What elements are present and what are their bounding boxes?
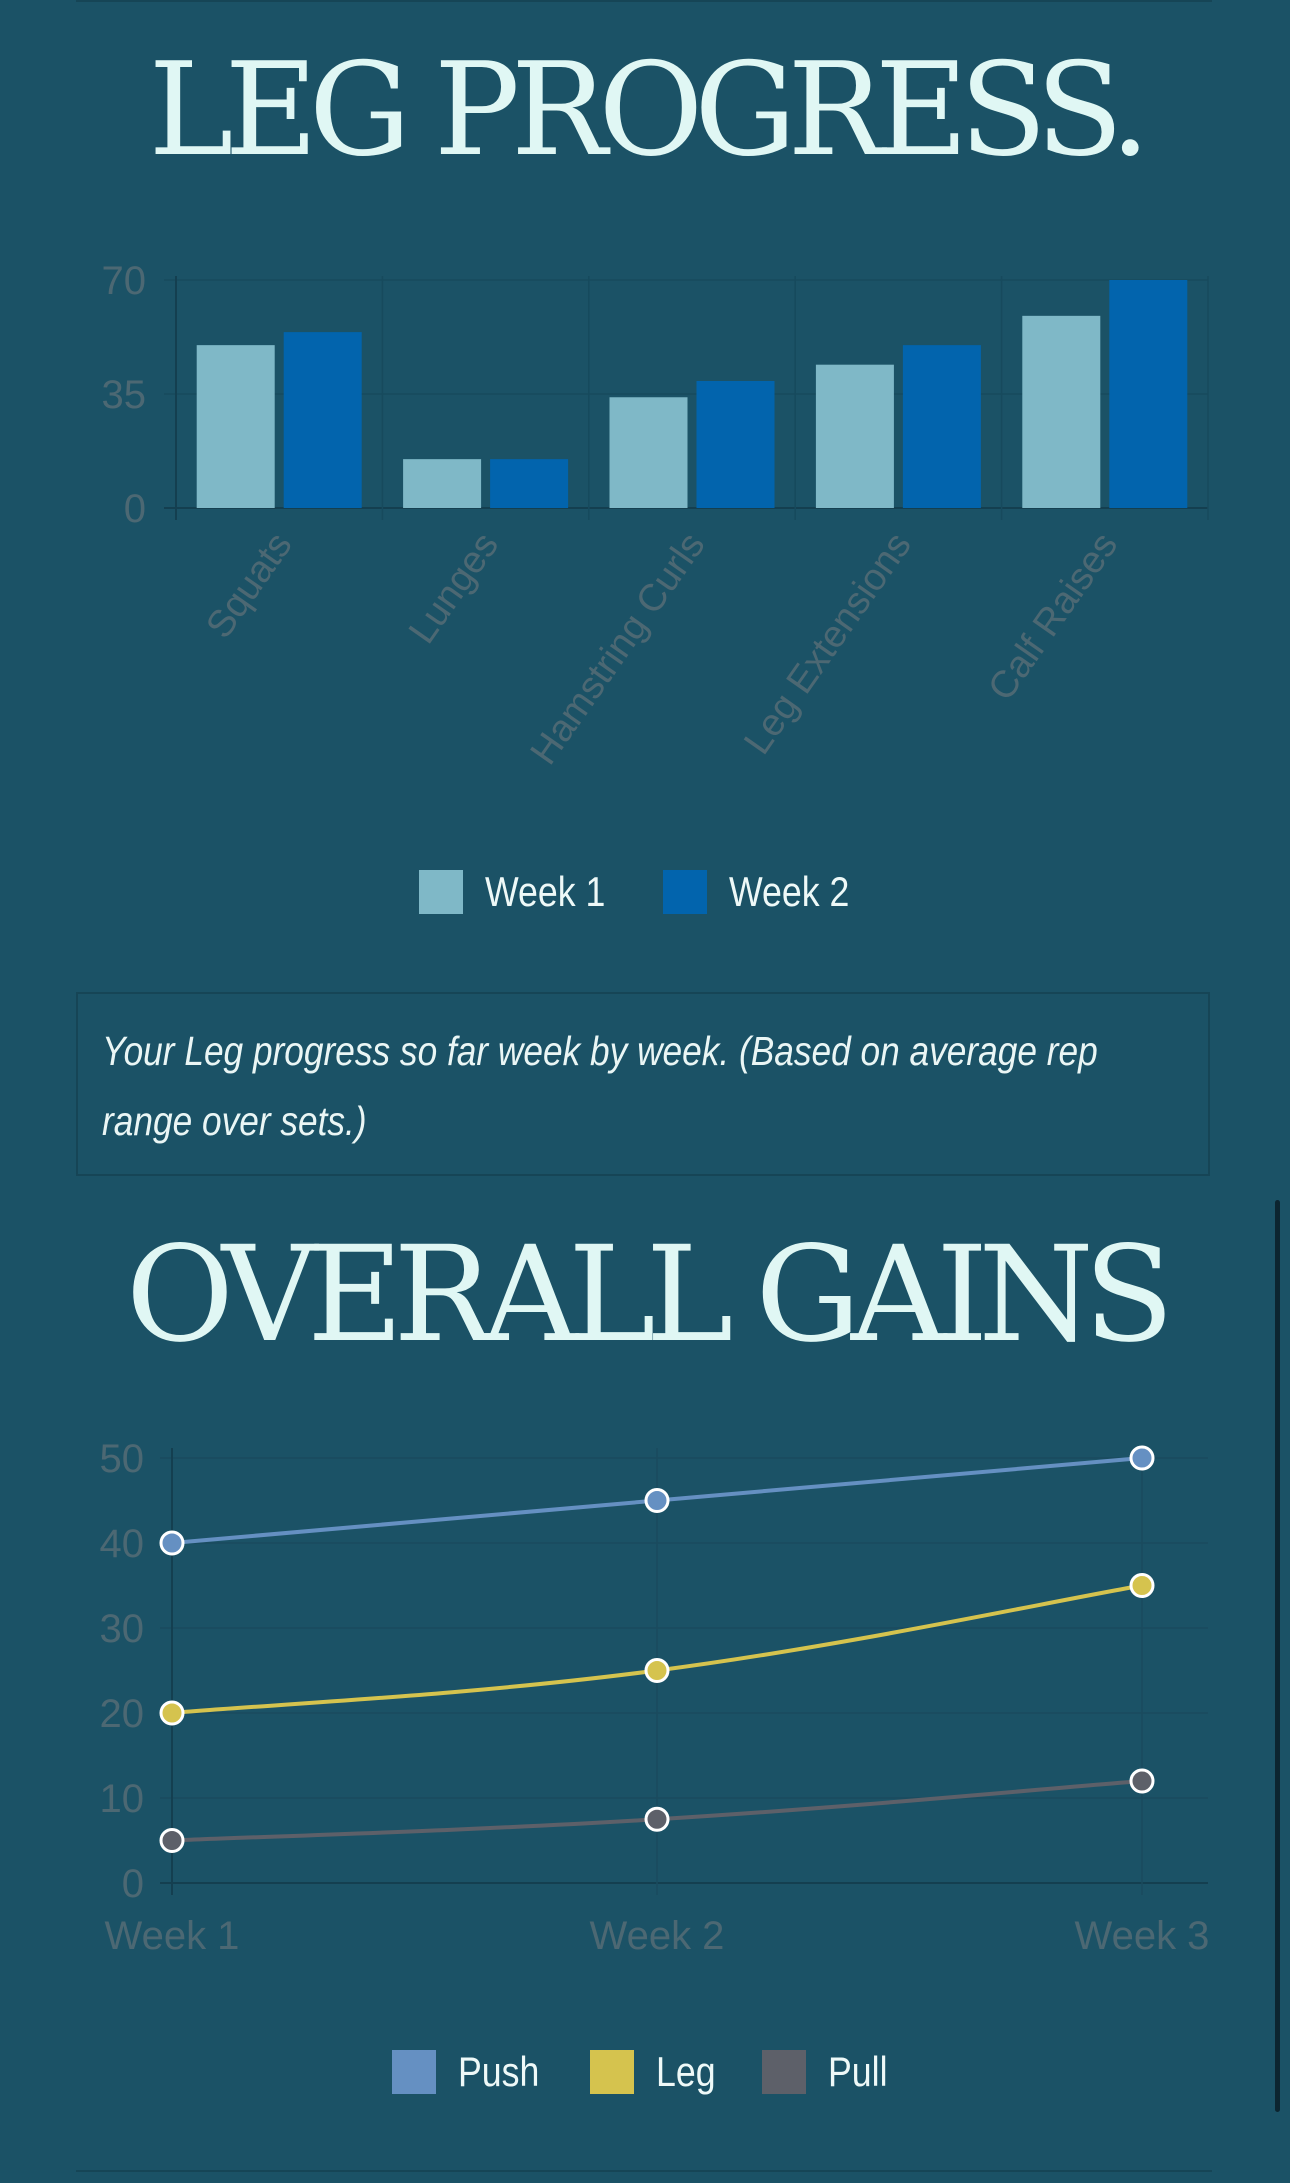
- leg-progress-legend: Week 1 Week 2: [0, 868, 1290, 916]
- legend-swatch-week-2: [663, 870, 707, 914]
- y-tick-label: 40: [100, 1522, 145, 1566]
- overall-gains-title: OVERALL GAINS: [125, 1218, 1174, 1372]
- point-pull-week-2: [644, 1806, 670, 1832]
- legend-swatch-push: [392, 2050, 437, 2094]
- point-leg-week-2: [644, 1658, 670, 1683]
- bar-week-1-calf-raises: [1022, 315, 1101, 508]
- legend-swatch-pull: [761, 2050, 806, 2094]
- bar-week-2-lunges: [490, 459, 569, 508]
- point-pull-week-1: [159, 1828, 185, 1853]
- legend-label-week-1: Week 1: [485, 868, 606, 915]
- y-tick-label: 10: [100, 1777, 145, 1821]
- x-tick-label: Squats: [198, 525, 300, 646]
- caption-text: Your Leg progress so far week by week. (…: [102, 1028, 1098, 1144]
- legend-label-leg: Leg: [655, 2048, 716, 2095]
- point-push-week-3: [1129, 1445, 1155, 1471]
- legend-item-week-2[interactable]: Week 2: [663, 868, 871, 916]
- y-tick-label: 20: [100, 1692, 145, 1736]
- x-tick-label: Calf Raises: [980, 525, 1126, 708]
- legend-label-pull: Pull: [827, 2048, 888, 2095]
- y-tick-label: 35: [102, 373, 147, 417]
- overall-gains-line-chart: 0 10 20 30 40 50 Week 1 Week 2 Week 3: [100, 1437, 1210, 1958]
- overall-gains-legend: Push Leg Pull: [0, 2048, 1290, 2096]
- bar-week-1-squats: [196, 345, 275, 508]
- bar-week-2-hamstring-curls: [696, 380, 775, 508]
- bar-week-1-lunges: [403, 459, 482, 508]
- scrollbar[interactable]: [1275, 1200, 1280, 2112]
- legend-item-push[interactable]: Push: [392, 2048, 554, 2096]
- bar-week-1-leg-extensions: [815, 364, 894, 508]
- y-tick-label: 0: [122, 1862, 144, 1906]
- x-tick-label: Week 1: [105, 1914, 240, 1958]
- bar-week-2-squats: [283, 332, 362, 508]
- point-leg-week-3: [1129, 1573, 1155, 1598]
- point-pull-week-3: [1129, 1768, 1155, 1794]
- legend-item-week-1[interactable]: Week 1: [419, 868, 627, 916]
- x-tick-label: Week 3: [1075, 1914, 1210, 1958]
- point-leg-week-1: [159, 1700, 185, 1726]
- x-tick-label: Week 2: [590, 1914, 725, 1958]
- point-push-week-1: [159, 1530, 185, 1556]
- bar-week-1-hamstring-curls: [609, 397, 688, 508]
- y-tick-label: 70: [102, 259, 147, 303]
- leg-progress-title: LEG PROGRESS.: [148, 36, 1150, 185]
- caption-box: Your Leg progress so far week by week. (…: [76, 992, 1210, 1176]
- legend-swatch-week-1: [419, 870, 464, 914]
- legend-label-week-2: Week 2: [729, 868, 850, 915]
- legend-label-push: Push: [458, 2048, 540, 2095]
- y-tick-label: 50: [100, 1437, 145, 1481]
- bar-week-2-leg-extensions: [902, 345, 981, 508]
- legend-item-leg[interactable]: Leg: [589, 2048, 726, 2096]
- x-tick-label: Lunges: [401, 525, 507, 651]
- leg-progress-bar-chart: 0 35 70 Squats Lunges Hamstring Curls Leg Exte…: [102, 259, 1209, 772]
- bottom-divider: [76, 2170, 1212, 2172]
- legend-item-pull[interactable]: Pull: [761, 2048, 898, 2096]
- x-tick-label: Leg Extensions: [736, 525, 919, 762]
- legend-swatch-leg: [589, 2050, 634, 2094]
- x-tick-label: Hamstring Curls: [523, 525, 714, 772]
- top-divider: [76, 0, 1212, 2]
- y-tick-label: 0: [124, 487, 146, 531]
- bar-week-2-calf-raises: [1109, 280, 1188, 508]
- point-push-week-2: [644, 1488, 670, 1513]
- y-tick-label: 30: [100, 1607, 145, 1651]
